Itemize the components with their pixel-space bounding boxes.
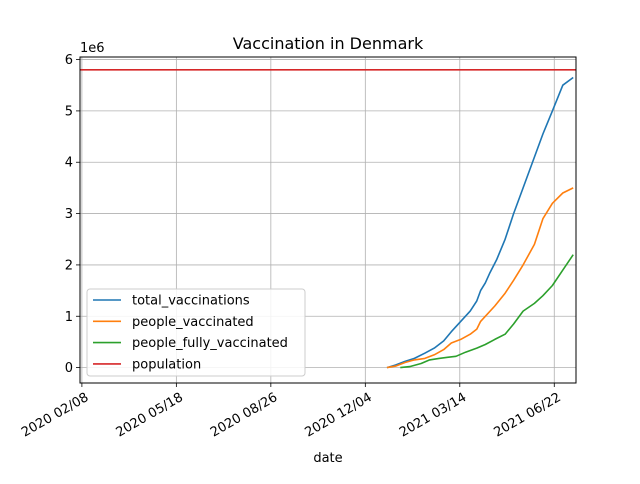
legend-label: population xyxy=(132,357,201,372)
x-tick-label: 2021 06/22 xyxy=(491,390,563,440)
y-tick-label: 2 xyxy=(65,258,73,273)
x-tick-label: 2020 05/18 xyxy=(114,390,186,440)
y-tick-label: 4 xyxy=(65,156,73,171)
legend-label: total_vaccinations xyxy=(132,294,250,309)
y-tick-label: 0 xyxy=(65,361,73,376)
y-tick-label: 6 xyxy=(65,53,73,68)
y-tick-label: 3 xyxy=(65,207,73,222)
chart-title: Vaccination in Denmark xyxy=(233,34,424,53)
legend: total_vaccinations people_vaccinatedpeopl… xyxy=(86,288,306,377)
x-axis-label: date xyxy=(313,451,342,466)
y-tick-label: 5 xyxy=(65,104,73,119)
legend-label: people_vaccinated xyxy=(132,315,254,330)
x-tick-label: 2021 03/14 xyxy=(397,390,469,440)
series-line-people-fully-vaccinated xyxy=(400,254,574,369)
plot-frame xyxy=(79,56,577,384)
series-line-people-vaccinated xyxy=(386,187,574,369)
grid xyxy=(80,57,576,383)
series-lines xyxy=(80,69,576,369)
series-line-total-vaccinations xyxy=(386,76,574,369)
x-tick-label: 2020 08/26 xyxy=(208,390,280,440)
y-tick-label: 1 xyxy=(65,310,73,325)
legend-box xyxy=(86,288,306,377)
x-tick-label: 2020 02/08 xyxy=(19,390,91,440)
y-axis-offset-label: 1e6 xyxy=(80,41,105,56)
legend-label: people_fully_vaccinated xyxy=(132,336,288,351)
x-tick-label: 2020 12/04 xyxy=(303,390,375,440)
